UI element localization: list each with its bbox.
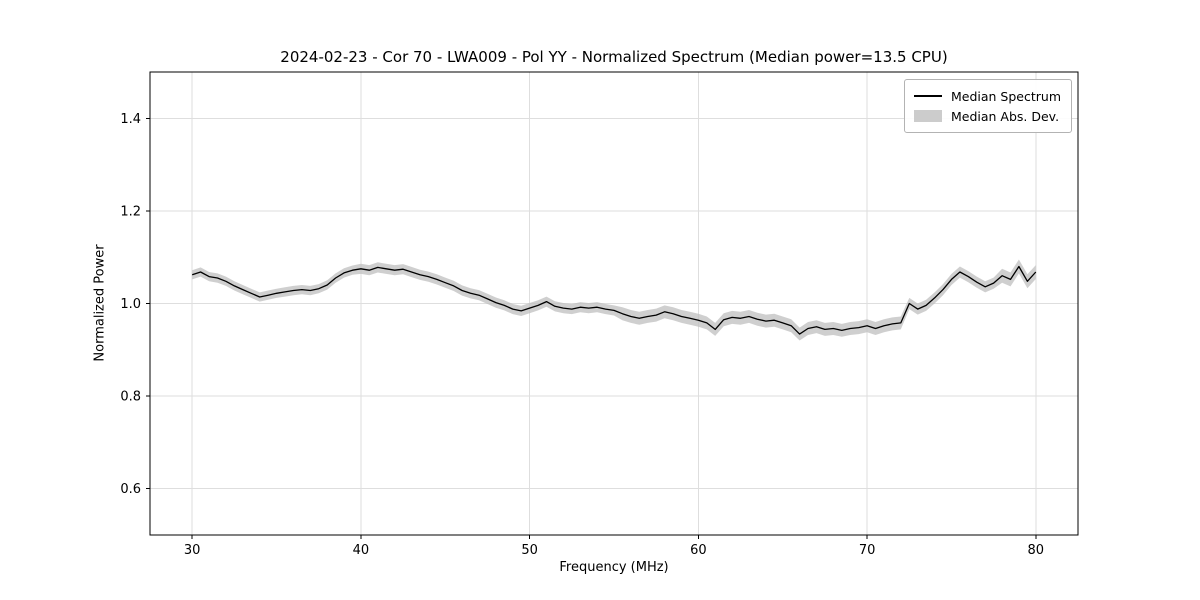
y-tick-label: 1.4 bbox=[120, 112, 141, 127]
x-tick-label: 80 bbox=[1028, 543, 1045, 558]
y-tick-label: 0.8 bbox=[120, 390, 141, 405]
legend: Median Spectrum Median Abs. Dev. bbox=[903, 79, 1072, 133]
legend-item-median-spectrum: Median Spectrum bbox=[913, 86, 1061, 106]
legend-item-label: Median Spectrum bbox=[950, 88, 1061, 104]
y-tick-label: 1.2 bbox=[120, 204, 141, 219]
chart-title: 2024-02-23 - Cor 70 - LWA009 - Pol YY - … bbox=[280, 48, 948, 66]
x-tick-label: 60 bbox=[690, 543, 707, 558]
mad-band bbox=[192, 259, 1036, 341]
legend-line-swatch bbox=[913, 95, 942, 97]
median-spectrum-line bbox=[191, 265, 1037, 335]
x-tick-label: 30 bbox=[184, 543, 201, 558]
y-axis-label: Normalized Power bbox=[92, 244, 108, 362]
y-tick-label: 0.6 bbox=[120, 482, 141, 497]
x-tick-label: 40 bbox=[353, 543, 370, 558]
y-tick-label: 1.0 bbox=[120, 297, 141, 312]
x-tick-label: 50 bbox=[521, 543, 538, 558]
legend-item-median-abs-dev: Median Abs. Dev. bbox=[913, 106, 1061, 126]
legend-item-label: Median Abs. Dev. bbox=[950, 108, 1060, 124]
legend-patch-swatch bbox=[913, 110, 942, 122]
x-tick-label: 70 bbox=[859, 543, 876, 558]
x-axis-label: Frequency (MHz) bbox=[559, 560, 669, 575]
